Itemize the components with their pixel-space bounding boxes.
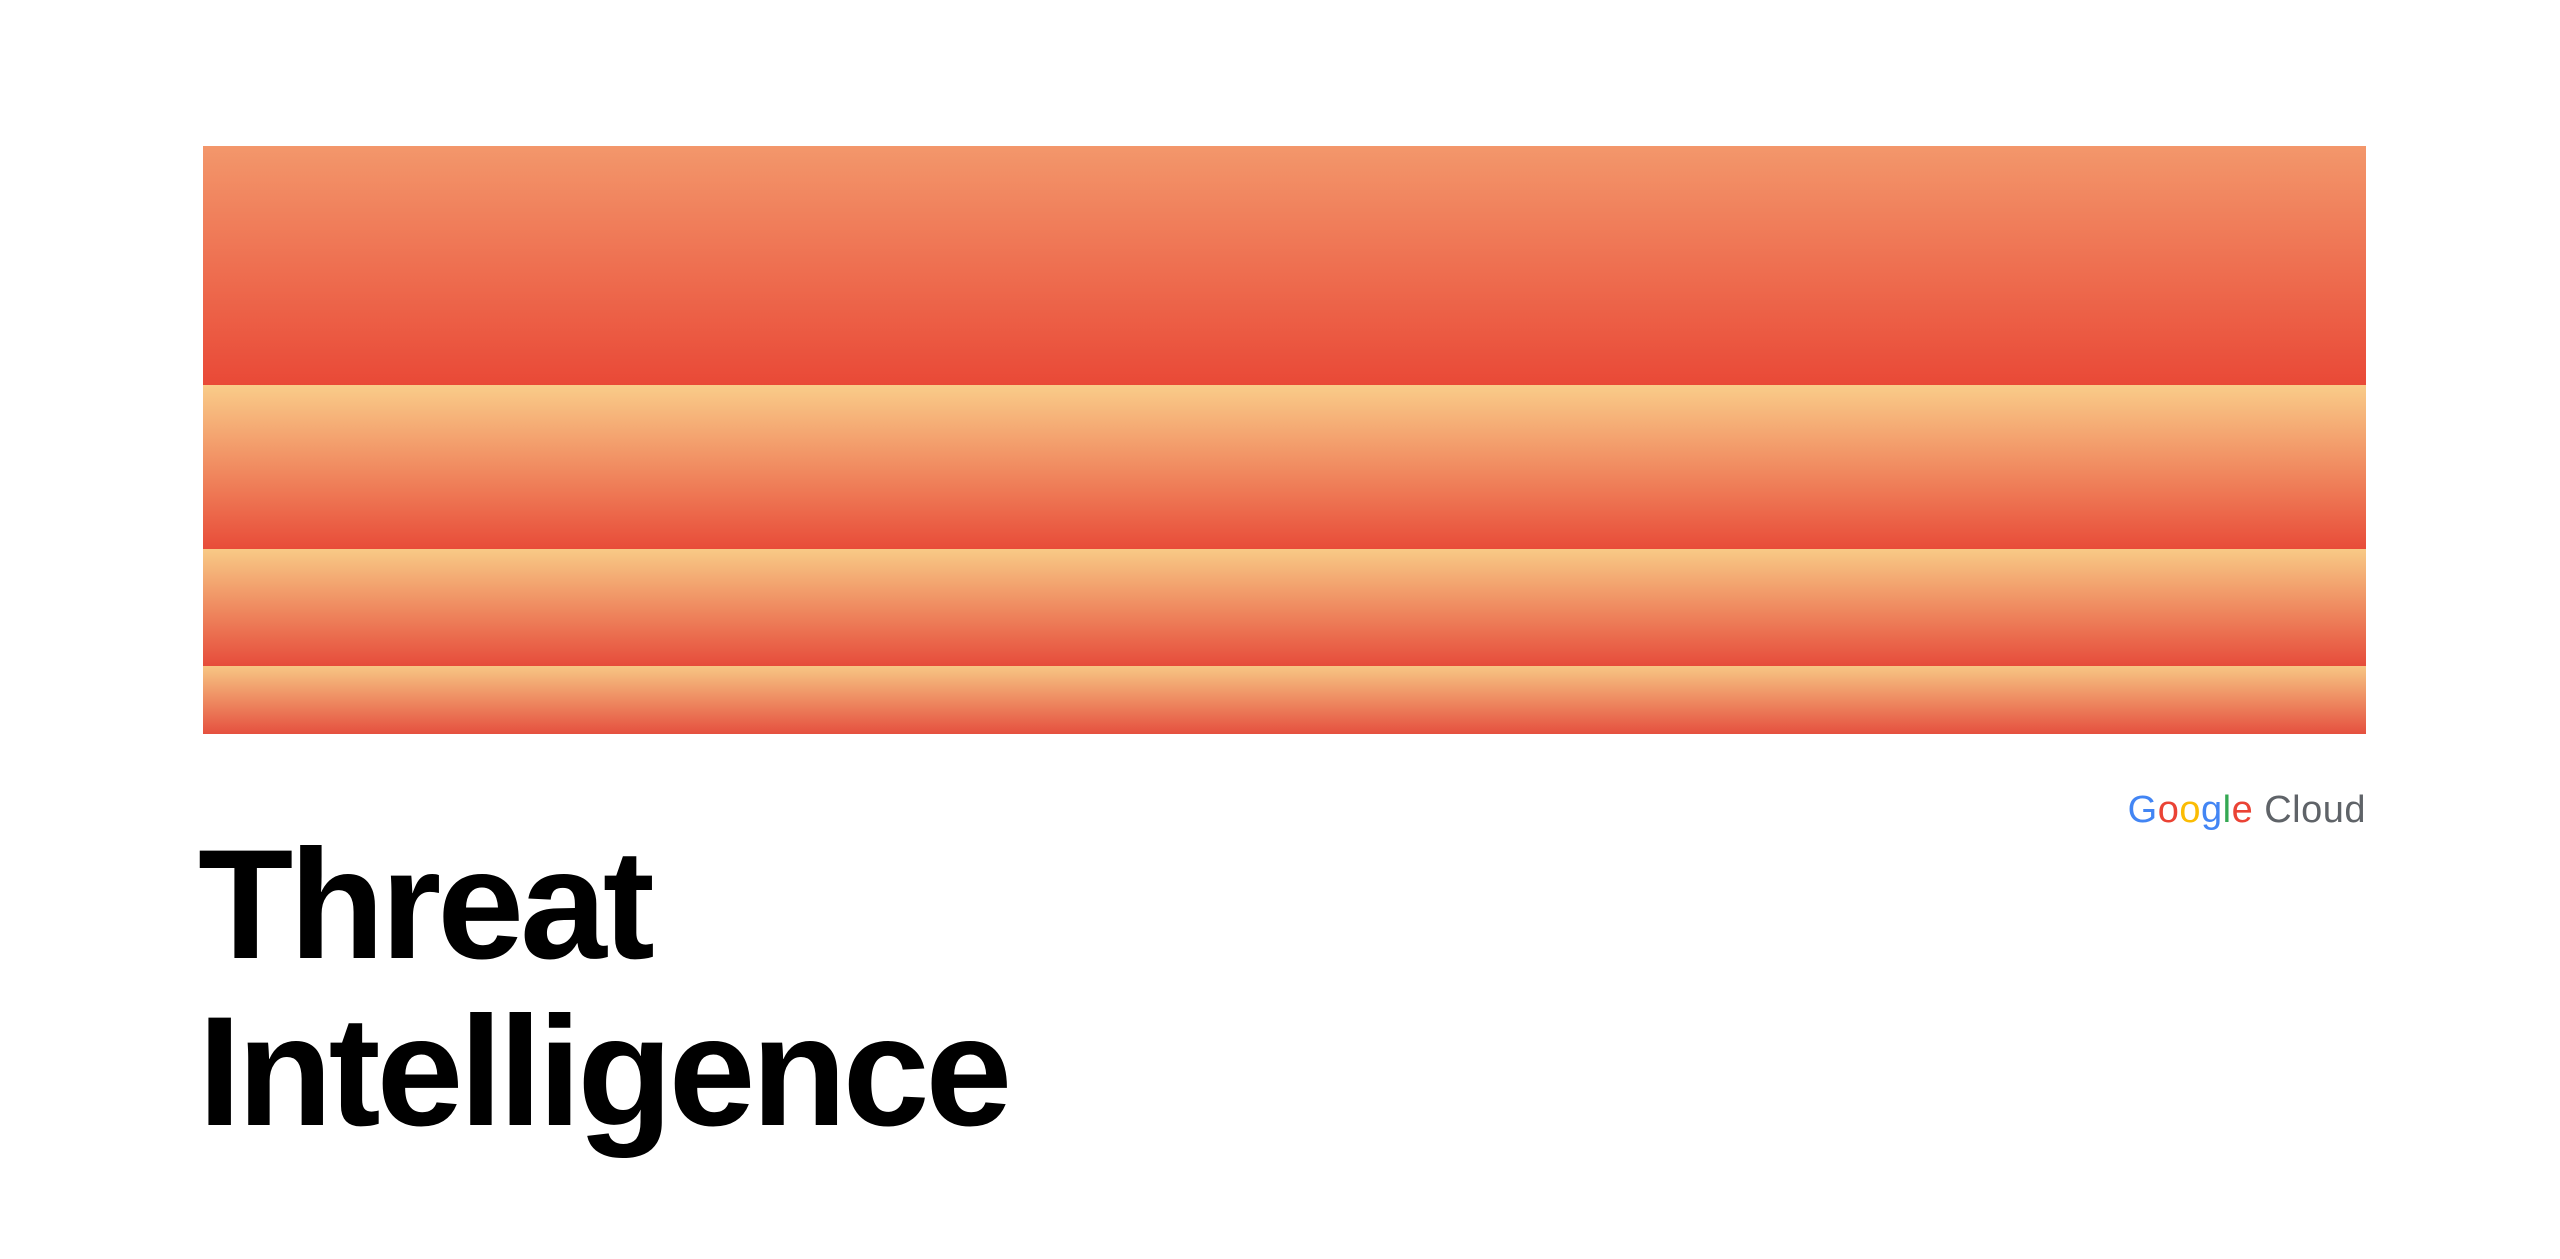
google-cloud-logo: Google Cloud bbox=[2128, 791, 2366, 829]
page-title: Threat Intelligence bbox=[198, 818, 1012, 1159]
google-letter: o bbox=[2157, 789, 2180, 831]
google-letter: l bbox=[2222, 789, 2232, 831]
band-1 bbox=[203, 146, 2366, 385]
google-letter: e bbox=[2231, 789, 2254, 831]
band-4 bbox=[203, 666, 2366, 734]
google-letter: G bbox=[2127, 789, 2158, 831]
band-3 bbox=[203, 549, 2366, 666]
google-wordmark: Google bbox=[2128, 791, 2254, 829]
google-letter: o bbox=[2179, 789, 2201, 831]
threat-intelligence-banner bbox=[203, 146, 2366, 734]
cloud-wordmark: Cloud bbox=[2264, 789, 2366, 831]
google-letter: g bbox=[2200, 789, 2223, 831]
page-title-line-1: Threat bbox=[198, 818, 655, 992]
page-title-line-2: Intelligence bbox=[198, 985, 1012, 1159]
band-2 bbox=[203, 385, 2366, 549]
